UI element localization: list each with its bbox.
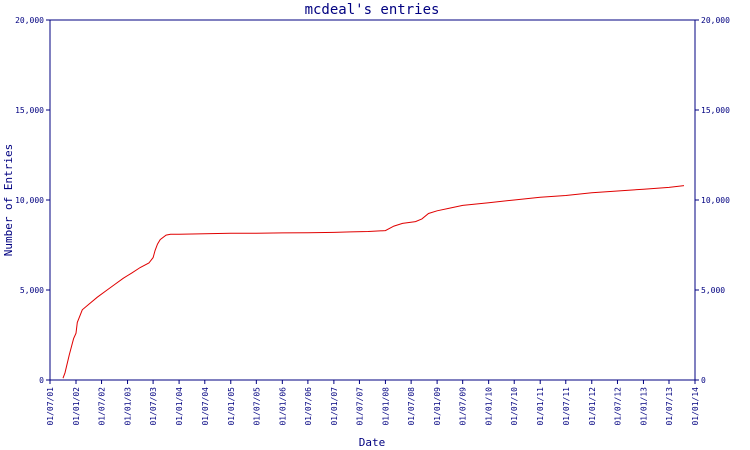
y-tick-label-right: 20,000: [701, 16, 730, 25]
x-tick-label: 01/01/12: [588, 387, 597, 426]
x-tick-label: 01/07/03: [149, 387, 158, 426]
y-tick-label-right: 15,000: [701, 106, 730, 115]
y-tick-label-left: 5,000: [20, 286, 44, 295]
x-tick-label: 01/07/11: [562, 387, 571, 426]
series-line: [62, 185, 685, 379]
x-tick-label: 01/01/02: [72, 387, 81, 426]
chart-title: mcdeal's entries: [305, 2, 440, 18]
x-tick-label: 01/07/12: [613, 387, 622, 426]
x-tick-label: 01/01/03: [124, 387, 133, 426]
x-tick-label: 01/01/08: [381, 387, 390, 426]
y-tick-label-right: 5,000: [701, 286, 725, 295]
x-tick-label: 01/07/06: [304, 387, 313, 426]
x-axis-label: Date: [359, 436, 386, 449]
x-tick-label: 01/01/14: [691, 387, 700, 426]
x-tick-label: 01/07/05: [252, 387, 261, 426]
x-tick-label: 01/01/07: [330, 387, 339, 426]
y-tick-label-left: 20,000: [15, 16, 44, 25]
x-tick-label: 01/07/01: [46, 387, 55, 426]
y-tick-label-right: 10,000: [701, 196, 730, 205]
y-axis-right: 0 5,000 10,000 15,000 20,000: [695, 16, 730, 385]
x-tick-label: 01/01/09: [433, 387, 442, 426]
y-tick-label-left: 10,000: [15, 196, 44, 205]
y-axis-label: Number of Entries: [2, 144, 15, 257]
x-tick-label: 01/07/13: [665, 387, 674, 426]
x-tick-label: 01/07/07: [355, 387, 364, 426]
x-tick-label: 01/07/02: [98, 387, 107, 426]
x-tick-label: 01/07/04: [201, 387, 210, 426]
y-tick-label-left: 0: [39, 376, 44, 385]
y-tick-label-right: 0: [701, 376, 706, 385]
x-tick-label: 01/01/04: [175, 387, 184, 426]
x-tick-label: 01/07/09: [459, 387, 468, 426]
x-tick-label: 01/01/13: [639, 387, 648, 426]
plot-frame: [49, 19, 696, 381]
x-tick-label: 01/07/10: [510, 387, 519, 426]
x-tick-label: 01/01/10: [485, 387, 494, 426]
x-tick-label: 01/01/05: [227, 387, 236, 426]
x-axis: 01/07/01 01/01/02 01/07/02 01/01/03 01/07/03…: [46, 380, 700, 426]
y-tick-label-left: 15,000: [15, 106, 44, 115]
x-tick-label: 01/01/11: [536, 387, 545, 426]
y-axis-left: 0 5,000 10,000 15,000 20,000: [15, 16, 50, 385]
x-tick-label: 01/01/06: [278, 387, 287, 426]
x-tick-label: 01/07/08: [407, 387, 416, 426]
